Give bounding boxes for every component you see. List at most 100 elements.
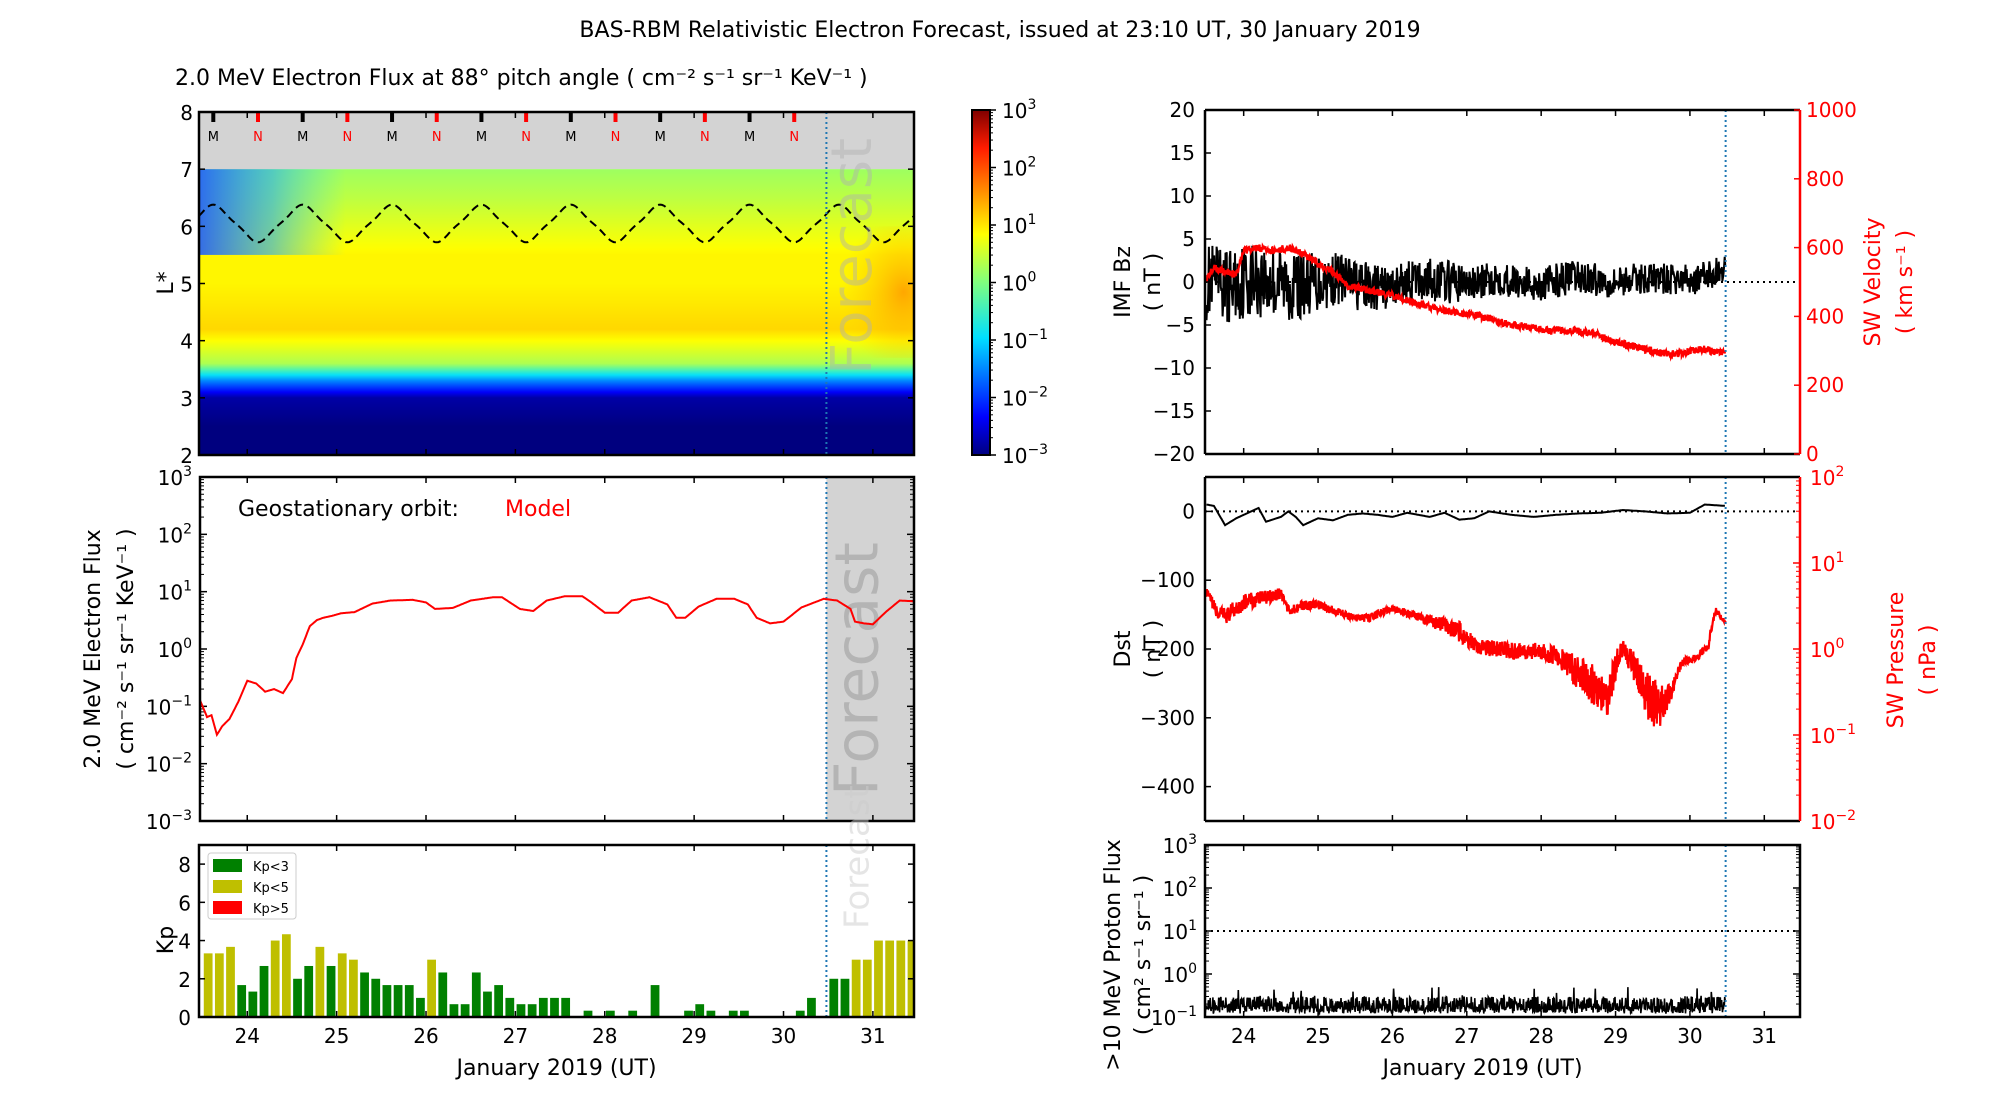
y-axis-units: ( nT ) xyxy=(1141,253,1166,312)
y-tick-label: 15 xyxy=(1170,141,1195,165)
kp-bar xyxy=(438,972,448,1017)
y-tick-label: 4 xyxy=(178,930,191,954)
y-tick-label: 100 xyxy=(1163,961,1197,987)
x-tick-label: 26 xyxy=(1380,1024,1405,1048)
kp-bar xyxy=(505,997,515,1017)
kp-bar xyxy=(650,985,660,1017)
kp-bar xyxy=(695,1004,705,1017)
legend-label: Kp>5 xyxy=(253,902,289,917)
y-tick-label: 101 xyxy=(1810,550,1844,576)
x-tick-label: 30 xyxy=(1677,1024,1702,1048)
x-axis-label: January 2019 (UT) xyxy=(454,1056,656,1081)
x-tick-label: 29 xyxy=(1603,1024,1628,1048)
annotation-series: Model xyxy=(505,497,571,522)
legend-label: Kp<3 xyxy=(253,860,289,875)
y-tick-label: −300 xyxy=(1140,706,1195,730)
y-tick-label: −200 xyxy=(1140,637,1195,661)
dst-line xyxy=(1206,503,1725,527)
y-tick-label: 10−1 xyxy=(146,693,192,719)
kp-bar xyxy=(248,991,258,1017)
heatmap-low-flux-region xyxy=(199,169,346,255)
y-axis-label-right: SW Pressure xyxy=(1884,592,1909,729)
y-tick-label: 102 xyxy=(1810,464,1844,490)
kp-bar xyxy=(862,959,872,1017)
kp-bar xyxy=(360,972,369,1017)
geo-flux-panel: Forecast 10−3 10−2 10−1 100 101 102 103 Geostati… xyxy=(81,464,916,834)
kp-bar xyxy=(427,959,436,1017)
y-tick-label: 3 xyxy=(180,387,193,411)
x-tick-label: 27 xyxy=(503,1024,528,1048)
kp-bar xyxy=(840,978,850,1017)
y-tick-label: 6 xyxy=(178,891,191,915)
colorbar-tick-label: 101 xyxy=(1002,212,1036,238)
y-axis-label: IMF Bz xyxy=(1111,246,1136,318)
forecast-watermark: Forecast xyxy=(822,542,892,796)
kp-bar xyxy=(896,940,906,1017)
y-tick-label: 7 xyxy=(180,158,193,182)
kp-bar xyxy=(460,1004,470,1017)
kp-bar xyxy=(874,940,883,1017)
heatmap-title: 2.0 MeV Electron Flux at 88° pitch angle… xyxy=(175,66,868,91)
y-tick-label: −400 xyxy=(1140,775,1195,799)
y-tick-label: 100 xyxy=(1810,636,1844,662)
y-tick-label: 10−3 xyxy=(146,808,192,834)
y-tick-label: 20 xyxy=(1170,98,1195,122)
y-tick-label: 5 xyxy=(180,273,193,297)
kp-bar xyxy=(281,934,291,1017)
y-axis-units: ( nT ) xyxy=(1141,620,1166,679)
y-tick-label: 0 xyxy=(1182,270,1195,294)
kp-bar xyxy=(226,946,235,1017)
y-tick-label-right: 400 xyxy=(1806,304,1844,328)
y-axis-label: L* xyxy=(154,271,179,294)
y-tick-label: 10 xyxy=(1170,184,1195,208)
kp-bar xyxy=(483,991,492,1017)
marker-label-M: M xyxy=(476,130,487,145)
y-tick-label: 0 xyxy=(178,1006,191,1030)
kp-bar xyxy=(527,1004,537,1017)
kp-bar xyxy=(684,1010,693,1017)
x-tick-label: 28 xyxy=(592,1024,617,1048)
forecast-region xyxy=(826,477,914,821)
marker-label-N: N xyxy=(432,130,442,145)
x-tick-label: 25 xyxy=(324,1024,349,1048)
kp-bar xyxy=(259,965,269,1017)
heatmap-forecast-enhancement xyxy=(810,226,914,358)
kp-bar xyxy=(706,1010,716,1017)
marker-label-M: M xyxy=(744,130,755,145)
sw-pressure-line xyxy=(1205,588,1727,727)
x-axis-label: January 2019 (UT) xyxy=(1380,1056,1582,1081)
heatmap-title-text: 2.0 MeV Electron Flux at 88° pitch angle xyxy=(175,66,620,91)
proton-flux-line xyxy=(1205,987,1726,1016)
marker-label-N: N xyxy=(521,130,531,145)
marker-label-N: N xyxy=(342,130,352,145)
marker-label-M: M xyxy=(208,130,219,145)
y-axis-label: 2.0 MeV Electron Flux xyxy=(81,529,106,769)
legend-swatch xyxy=(213,901,242,914)
kp-bar xyxy=(494,985,504,1017)
kp-bar xyxy=(270,940,280,1017)
kp-bar xyxy=(851,959,861,1017)
y-tick-label: −15 xyxy=(1153,399,1195,423)
legend-swatch xyxy=(213,859,242,872)
colorbar-tick-label: 102 xyxy=(1002,155,1036,181)
y-axis-label-right: SW Velocity xyxy=(1861,217,1886,346)
proton-panel: 10−1 100 101 102 103 24 25 26 27 28 29 30 31 January … xyxy=(1101,832,1802,1081)
y-tick-label: −5 xyxy=(1166,313,1195,337)
x-tick-label: 25 xyxy=(1305,1024,1330,1048)
y-tick-label: 5 xyxy=(1182,227,1195,251)
geostationary-lstar-curve xyxy=(199,203,914,244)
colorbar-tick-label: 10−1 xyxy=(1002,327,1048,353)
kp-bar xyxy=(538,997,548,1017)
geo-flux-frame xyxy=(198,475,916,823)
y-tick-label: 10−2 xyxy=(1810,808,1856,834)
y-tick-label-right: 1000 xyxy=(1806,98,1857,122)
kp-bar xyxy=(829,978,839,1017)
imf-bz-line xyxy=(1205,245,1727,323)
kp-bar xyxy=(516,1004,526,1017)
y-tick-label-right: 600 xyxy=(1806,236,1844,260)
kp-bar xyxy=(416,997,425,1017)
y-tick-label: 102 xyxy=(158,521,192,547)
